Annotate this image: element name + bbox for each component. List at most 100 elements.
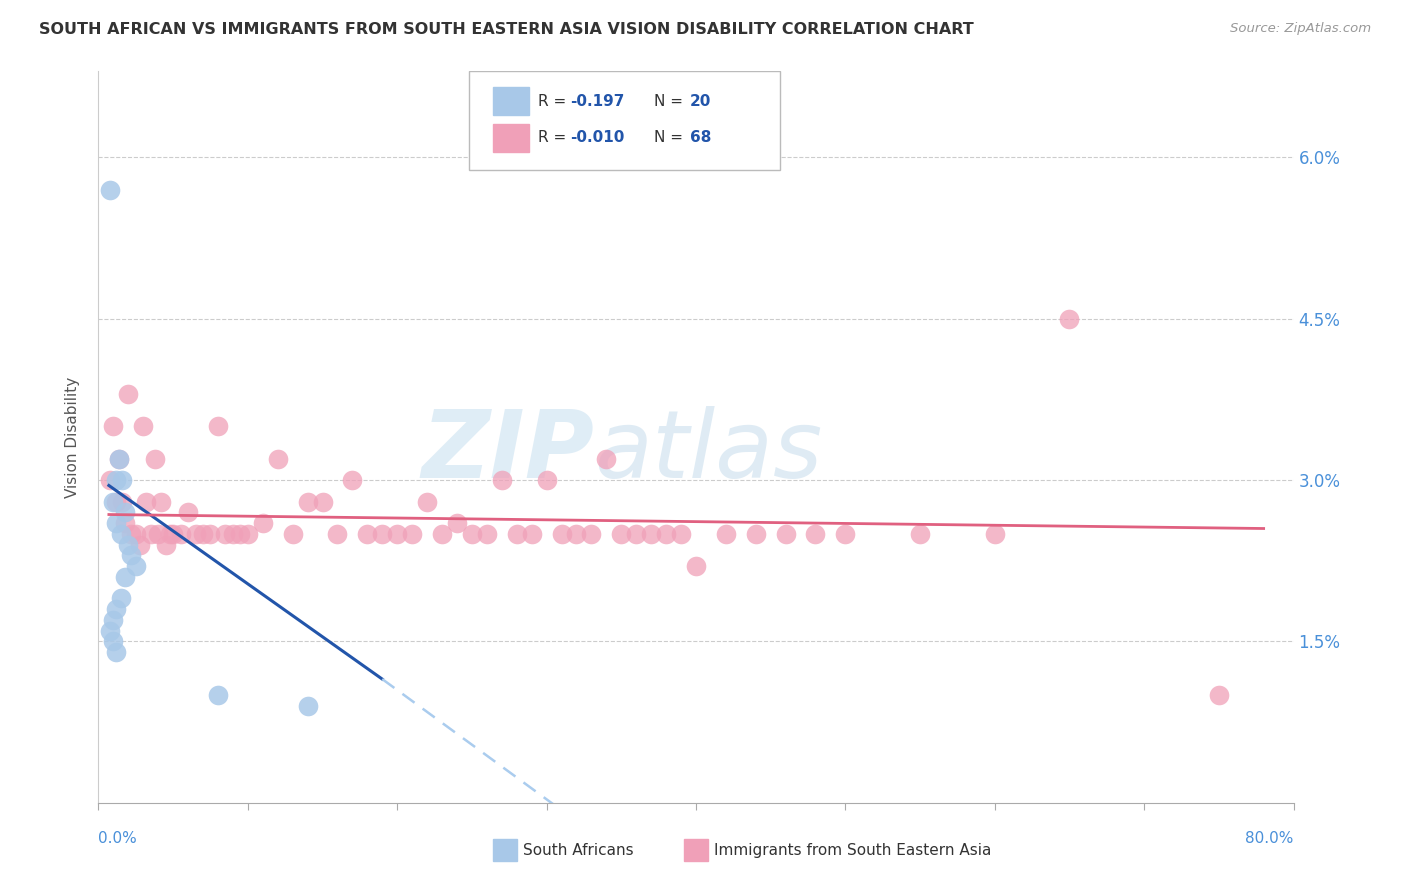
- Point: [111, 494, 134, 508]
- Point: [98, 473, 122, 487]
- Point: [207, 688, 229, 702]
- Text: ZIP: ZIP: [422, 406, 595, 498]
- Text: South Africans: South Africans: [523, 843, 633, 858]
- Point: [356, 527, 378, 541]
- Bar: [494, 87, 529, 115]
- Text: 68: 68: [690, 130, 711, 145]
- Point: [98, 624, 122, 638]
- Point: [610, 527, 633, 541]
- Point: [297, 494, 319, 508]
- Point: [1208, 688, 1230, 702]
- Text: -0.197: -0.197: [571, 94, 624, 109]
- Point: [150, 494, 173, 508]
- Point: [114, 505, 136, 519]
- Point: [169, 527, 191, 541]
- Point: [834, 527, 856, 541]
- Point: [125, 527, 148, 541]
- Bar: [494, 124, 529, 152]
- Point: [125, 559, 148, 574]
- Point: [103, 419, 125, 434]
- Point: [105, 473, 128, 487]
- Point: [550, 527, 572, 541]
- Point: [222, 527, 245, 541]
- Y-axis label: Vision Disability: Vision Disability: [65, 376, 80, 498]
- Point: [214, 527, 236, 541]
- Point: [110, 591, 132, 606]
- Text: Immigrants from South Eastern Asia: Immigrants from South Eastern Asia: [714, 843, 991, 858]
- Point: [114, 516, 136, 530]
- Point: [103, 613, 125, 627]
- Point: [655, 527, 678, 541]
- Point: [105, 602, 128, 616]
- Point: [105, 645, 128, 659]
- Point: [139, 527, 162, 541]
- Point: [98, 183, 122, 197]
- Point: [446, 516, 468, 530]
- Text: R =: R =: [538, 94, 567, 109]
- Point: [132, 419, 155, 434]
- Point: [908, 527, 931, 541]
- Point: [401, 527, 423, 541]
- Text: N =: N =: [654, 94, 683, 109]
- Point: [714, 527, 737, 541]
- Point: [491, 473, 513, 487]
- Text: SOUTH AFRICAN VS IMMIGRANTS FROM SOUTH EASTERN ASIA VISION DISABILITY CORRELATIO: SOUTH AFRICAN VS IMMIGRANTS FROM SOUTH E…: [39, 22, 974, 37]
- Point: [177, 505, 200, 519]
- Point: [536, 473, 558, 487]
- Point: [984, 527, 1007, 541]
- Point: [191, 527, 214, 541]
- Point: [252, 516, 274, 530]
- Point: [326, 527, 349, 541]
- Bar: [494, 839, 517, 862]
- Point: [108, 451, 131, 466]
- Point: [342, 473, 364, 487]
- Point: [162, 527, 184, 541]
- Point: [311, 494, 333, 508]
- Point: [371, 527, 394, 541]
- Point: [267, 451, 290, 466]
- Point: [117, 538, 139, 552]
- Point: [103, 634, 125, 648]
- Point: [461, 527, 484, 541]
- Point: [385, 527, 409, 541]
- Text: 20: 20: [690, 94, 711, 109]
- Text: R =: R =: [538, 130, 567, 145]
- Point: [135, 494, 157, 508]
- Point: [103, 494, 125, 508]
- Point: [105, 494, 128, 508]
- Text: 0.0%: 0.0%: [98, 831, 138, 846]
- Point: [155, 538, 177, 552]
- Point: [685, 559, 707, 574]
- Point: [804, 527, 827, 541]
- Point: [114, 570, 136, 584]
- Point: [745, 527, 768, 541]
- Point: [475, 527, 498, 541]
- Point: [416, 494, 439, 508]
- Point: [640, 527, 662, 541]
- Point: [159, 527, 181, 541]
- Point: [184, 527, 207, 541]
- Point: [669, 527, 692, 541]
- Text: atlas: atlas: [595, 406, 823, 497]
- Point: [108, 451, 131, 466]
- Point: [117, 387, 139, 401]
- Text: N =: N =: [654, 130, 683, 145]
- Point: [297, 698, 319, 713]
- Text: -0.010: -0.010: [571, 130, 624, 145]
- Point: [105, 516, 128, 530]
- Point: [581, 527, 603, 541]
- Point: [229, 527, 252, 541]
- Point: [143, 451, 166, 466]
- Point: [506, 527, 529, 541]
- Point: [595, 451, 617, 466]
- Point: [207, 419, 229, 434]
- Point: [520, 527, 543, 541]
- Point: [111, 473, 134, 487]
- Point: [281, 527, 304, 541]
- Text: Source: ZipAtlas.com: Source: ZipAtlas.com: [1230, 22, 1371, 36]
- Bar: [685, 839, 709, 862]
- Point: [626, 527, 648, 541]
- Point: [430, 527, 453, 541]
- Point: [1059, 311, 1081, 326]
- Point: [120, 549, 142, 563]
